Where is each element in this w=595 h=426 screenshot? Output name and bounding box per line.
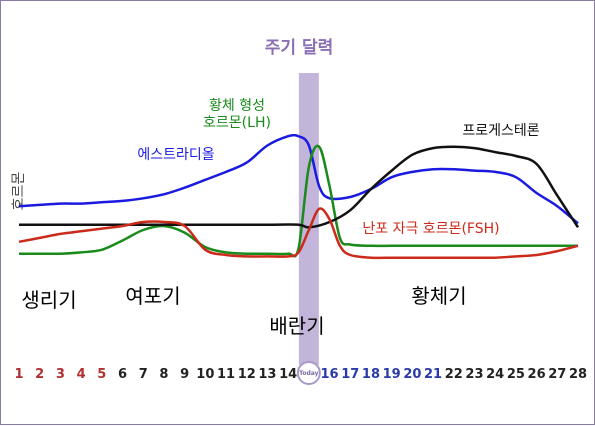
series-label-progesterone: 프로게스테론 (462, 123, 539, 139)
x-tick-label: 22 (445, 367, 463, 382)
x-tick-label: 11 (217, 367, 235, 382)
x-tick-label: 24 (486, 367, 504, 382)
x-tick-label: 5 (97, 367, 106, 382)
series-lines (18, 133, 580, 260)
x-tick-label: 6 (118, 367, 127, 382)
x-tick-label: 19 (383, 367, 401, 382)
x-tick-label: 7 (139, 367, 148, 382)
x-tick-label: 25 (507, 367, 525, 382)
x-tick-label: 4 (77, 367, 86, 382)
today-circle[interactable] (296, 361, 321, 385)
series-line-estradiol (18, 133, 579, 225)
x-tick-label: 14 (279, 367, 297, 382)
phase-label-follicular: 여포기 (125, 284, 180, 308)
x-tick-label: 28 (569, 367, 587, 382)
x-tick-label: 17 (341, 367, 359, 382)
y-axis-label: 호르몬 (11, 172, 27, 211)
x-tick-label: 18 (362, 367, 380, 382)
x-tick-label: 3 (56, 367, 65, 382)
phase-label-ovulation: 배란기 (269, 314, 324, 338)
series-line-fsh (18, 207, 579, 260)
x-tick-label: 27 (548, 367, 566, 382)
x-tick-label: 12 (238, 367, 256, 382)
series-label-lh-line: 황체 형성 (209, 98, 265, 114)
x-tick-label: 21 (424, 367, 442, 382)
today-label: Today (299, 370, 319, 377)
series-line-lh (19, 144, 578, 258)
ovulation-band (298, 73, 319, 365)
chart-title: 주기 달력 (265, 37, 333, 58)
x-tick-label: 23 (465, 367, 483, 382)
x-tick-label: 13 (258, 367, 276, 382)
series-label-estradiol: 에스트라디올 (137, 147, 214, 163)
x-tick-label: 26 (528, 367, 546, 382)
x-tick-label: 9 (180, 367, 189, 382)
series-label-lh: 황체 형성 호르몬(LH) (203, 98, 271, 131)
x-tick-label: 1 (14, 367, 23, 382)
series-line-progesterone (18, 145, 580, 229)
x-tick-label: 10 (196, 367, 214, 382)
x-tick-label: 20 (403, 367, 421, 382)
phase-labels: 생리기 여포기 배란기 황체기 (21, 284, 466, 338)
series-label-lh-line: 호르몬(LH) (203, 115, 271, 131)
series-label-fsh: 난포 자극 호르몬(FSH) (362, 221, 499, 237)
x-tick-label: 16 (321, 367, 339, 382)
today-marker[interactable]: Today (296, 361, 321, 385)
x-tick-label: 8 (159, 367, 168, 382)
x-tick-label: 2 (35, 367, 44, 382)
phase-label-luteal: 황체기 (411, 284, 466, 308)
series-labels: 에스트라디올 황체 형성 호르몬(LH) 프로게스테론 난포 자극 호르몬(FSH… (137, 98, 539, 237)
x-axis-day-labels: 1 2 3 4 5 6 7 8 9 10 11 12 13 14 16 17 18 19 20 21 22 23 24 25 2… (14, 367, 587, 382)
phase-label-menstrual: 생리기 (21, 288, 76, 312)
